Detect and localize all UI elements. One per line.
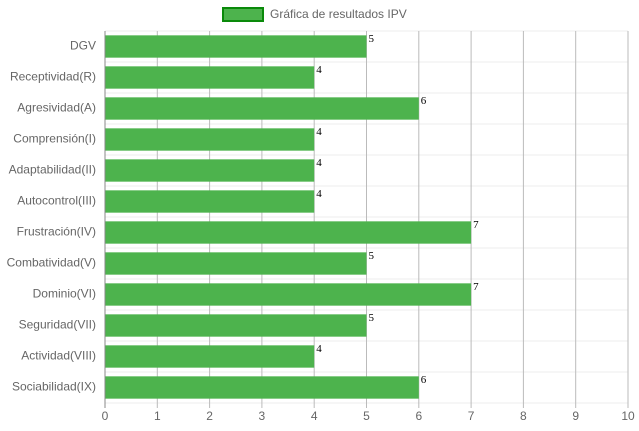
bar bbox=[105, 97, 419, 120]
bar bbox=[105, 35, 367, 58]
bar bbox=[105, 376, 419, 399]
x-tick-label: 8 bbox=[520, 409, 527, 423]
value-label: 5 bbox=[369, 33, 375, 45]
value-label: 7 bbox=[473, 281, 479, 293]
y-tick-label: Comprensión(I) bbox=[13, 132, 96, 146]
y-tick-label: Adaptabilidad(II) bbox=[9, 163, 96, 177]
x-tick-label: 5 bbox=[363, 409, 370, 423]
bar bbox=[105, 159, 315, 182]
x-tick-label: 1 bbox=[154, 409, 161, 423]
y-tick-label: Receptividad(R) bbox=[10, 70, 96, 84]
bar bbox=[105, 314, 367, 337]
y-tick-label: DGV bbox=[70, 39, 96, 53]
y-tick-label: Agresividad(A) bbox=[17, 101, 96, 115]
x-tick-label: 7 bbox=[468, 409, 475, 423]
y-tick-label: Sociabilidad(IX) bbox=[12, 380, 96, 394]
value-label: 7 bbox=[473, 219, 479, 231]
x-tick-label: 2 bbox=[206, 409, 213, 423]
x-tick-label: 3 bbox=[259, 409, 266, 423]
y-tick-label: Autocontrol(III) bbox=[17, 194, 96, 208]
bar bbox=[105, 252, 367, 275]
value-label: 5 bbox=[369, 250, 375, 262]
value-label: 4 bbox=[316, 188, 322, 200]
y-tick-label: Dominio(VI) bbox=[33, 287, 96, 301]
x-tick-label: 6 bbox=[415, 409, 422, 423]
value-label: 5 bbox=[369, 312, 375, 324]
value-label: 6 bbox=[421, 95, 427, 107]
bar bbox=[105, 345, 315, 368]
x-tick-label: 9 bbox=[572, 409, 579, 423]
value-label: 4 bbox=[316, 343, 322, 355]
y-tick-label: Combatividad(V) bbox=[7, 256, 96, 270]
value-label: 4 bbox=[316, 157, 322, 169]
y-tick-label: Seguridad(VII) bbox=[19, 318, 96, 332]
y-tick-label: Actividad(VIII) bbox=[21, 349, 96, 363]
value-label: 4 bbox=[316, 126, 322, 138]
bar bbox=[105, 128, 315, 151]
bar bbox=[105, 283, 472, 306]
value-label: 4 bbox=[316, 64, 322, 76]
value-label: 6 bbox=[421, 374, 427, 386]
x-tick-label: 10 bbox=[621, 409, 635, 423]
legend-swatch bbox=[222, 7, 264, 22]
bar bbox=[105, 190, 315, 213]
bar bbox=[105, 66, 315, 89]
x-tick-label: 4 bbox=[311, 409, 318, 423]
bar bbox=[105, 221, 472, 244]
legend-label: Gráfica de resultados IPV bbox=[270, 7, 407, 21]
x-tick-label: 0 bbox=[102, 409, 109, 423]
y-tick-label: Frustración(IV) bbox=[17, 225, 96, 239]
